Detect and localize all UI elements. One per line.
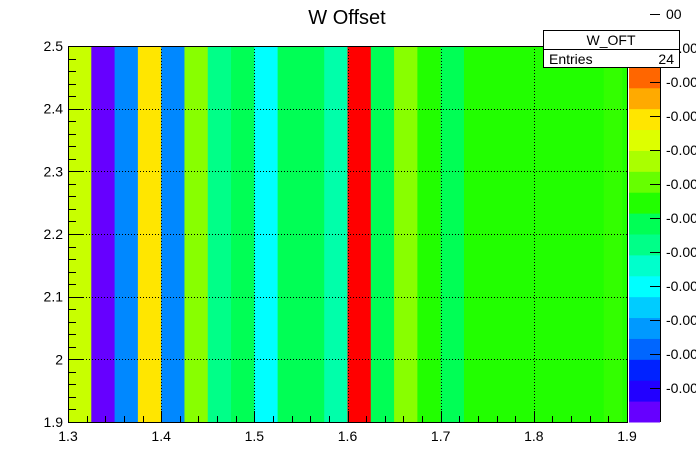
x-tick-label: 1.6 [338,428,358,444]
stats-box: W_OFT Entries 24 [543,30,680,68]
x-tick-label: 1.9 [617,428,637,444]
x-tick-label: 1.5 [245,428,265,444]
color-scale-label: 00 [666,6,682,22]
color-scale-swatch [629,171,660,193]
color-scale-label: -0.00 [666,244,696,260]
color-scale-swatch [629,401,660,423]
heatmap-cell [184,46,209,422]
color-scale-swatch [629,234,660,256]
heatmap-cell [207,46,232,422]
stats-box-name: W_OFT [587,32,636,48]
color-scale-swatch [629,129,660,151]
x-tick-label: 1.3 [58,428,78,444]
color-scale-swatch [629,275,660,298]
color-scale-swatch [629,192,660,214]
color-scale-label: -0.00 [666,278,696,294]
heatmap-cell [91,46,116,422]
color-scale-swatch [629,213,660,235]
heatmap-cell [114,46,139,422]
heatmap-cell [394,46,418,422]
color-scale-label: -0.00 [666,142,696,158]
heatmap-cell [417,46,442,422]
color-scale-label: -0.00 [666,346,696,362]
color-scale-label: -0.00 [666,74,696,90]
stats-box-entries-value: 24 [658,51,674,67]
chart-title: W Offset [308,7,386,29]
heatmap-cell [277,46,325,422]
heatmap-cell [370,46,395,422]
color-scale-label: -0.00 [666,380,696,396]
x-tick-label: 1.7 [431,428,451,444]
color-scale-swatch [629,317,660,339]
y-tick-label: 1.9 [44,414,64,430]
color-scale-swatch [629,150,660,172]
color-scale-swatch [629,359,660,381]
x-axis: 1.3 1.4 1.5 1.6 1.7 1.8 1.9 [58,411,637,444]
x-tick-label: 1.8 [524,428,544,444]
color-scale-swatch [629,108,660,131]
color-scale-swatch [629,66,660,89]
heatmap-cell [603,46,623,422]
y-tick-label: 2 [55,351,63,367]
color-scale-swatch [629,87,660,110]
heatmap-cell [622,46,628,422]
color-scale-label: -0.00 [666,108,696,124]
y-tick-label: 2.3 [44,163,64,179]
color-scale-label: -0.00 [666,312,696,328]
y-tick-label: 2.5 [44,38,64,54]
stats-box-entries-label: Entries [549,51,593,67]
heatmap-cell [463,46,605,422]
y-tick-label: 2.4 [44,101,64,117]
x-tick-label: 1.4 [151,428,171,444]
color-scale: -0.00 -0.00 -0.00 -0.00 -0.00 -0.00 -0.00 -0.00… [629,6,696,423]
y-axis: 1.9 2 2.1 2.2 2.3 2.4 2.5 [44,38,84,430]
y-tick-label: 2.2 [44,226,64,242]
color-scale-swatch [629,338,660,360]
color-scale-label: -0.00 [666,176,696,192]
color-scale-swatch [629,254,660,277]
heatmap-cell [324,46,348,422]
color-scale-label: -0.00 [666,210,696,226]
y-tick-label: 2.1 [44,289,64,305]
color-scale-swatch [629,296,660,319]
color-scale-swatch [629,380,660,402]
